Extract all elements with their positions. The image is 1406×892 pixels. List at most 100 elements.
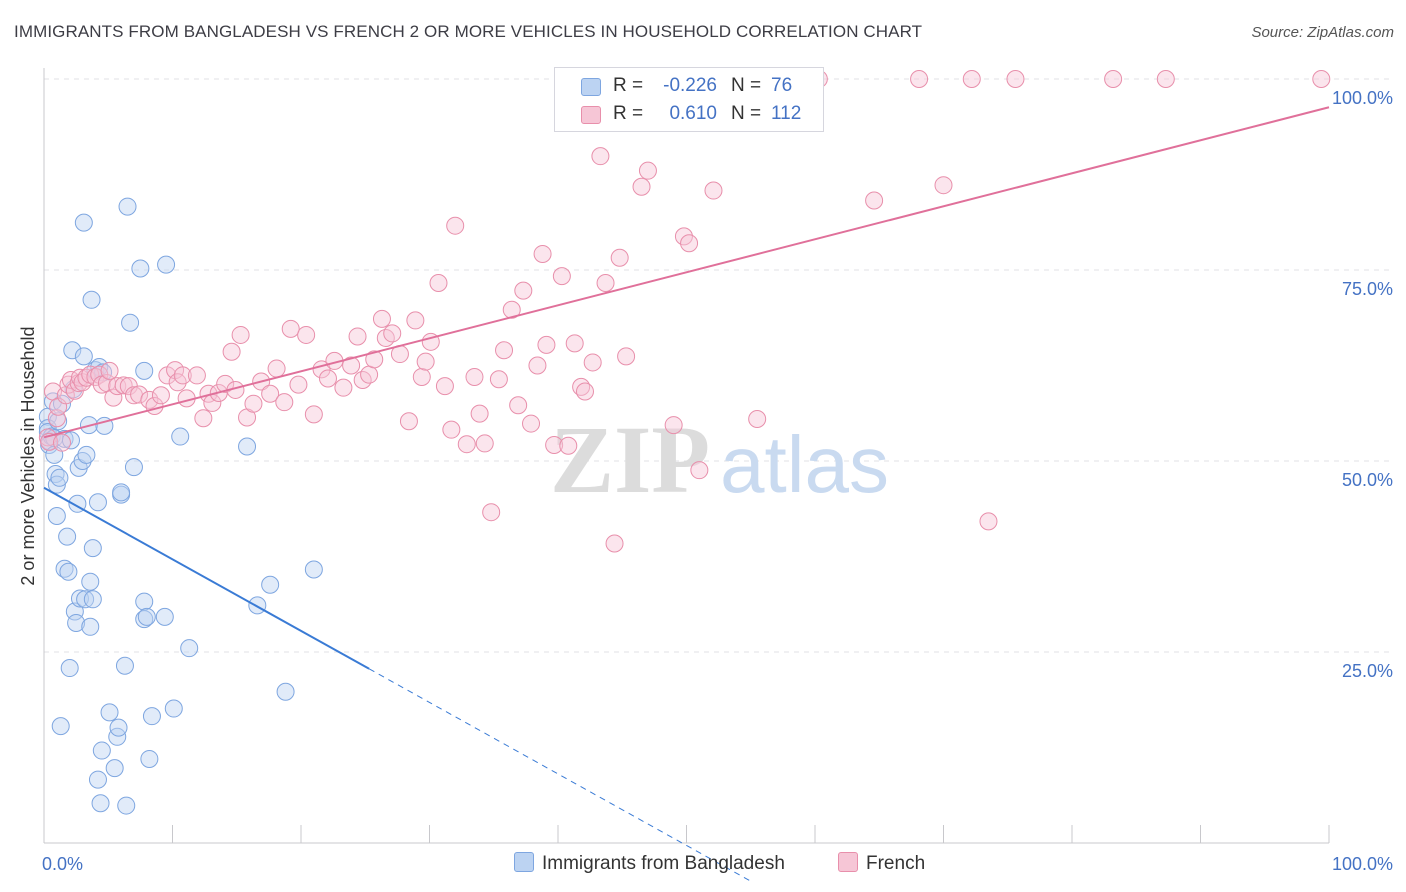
bottom-legend-bangladesh: Immigrants from Bangladesh	[514, 852, 785, 875]
point-bangladesh	[118, 197, 137, 216]
point-french	[376, 328, 395, 347]
point-french	[365, 350, 384, 369]
point-french	[533, 244, 552, 263]
legend-r-value: -0.226	[663, 75, 717, 96]
point-bangladesh	[135, 592, 154, 611]
legend-row-bangladesh: R = -0.226 N = 76	[555, 73, 823, 101]
legend-r-label: R =	[613, 75, 644, 96]
point-french	[475, 434, 494, 453]
point-french	[281, 319, 300, 338]
data-points	[38, 70, 1331, 815]
trend-line-bangladesh	[43, 486, 370, 670]
point-french	[605, 534, 624, 553]
point-bangladesh	[117, 796, 136, 815]
point-french	[267, 359, 286, 378]
point-french	[100, 361, 119, 380]
point-french	[104, 388, 123, 407]
point-french	[194, 409, 213, 428]
point-bangladesh	[155, 607, 174, 626]
point-french	[222, 342, 241, 361]
point-bangladesh	[81, 572, 100, 591]
point-bangladesh	[83, 590, 102, 609]
point-french	[435, 377, 454, 396]
point-bangladesh	[248, 596, 267, 615]
point-bangladesh	[76, 590, 95, 609]
point-french	[545, 435, 564, 454]
point-french	[151, 386, 170, 405]
point-french	[610, 248, 629, 267]
point-french	[297, 325, 316, 344]
point-bangladesh	[109, 718, 128, 737]
point-french	[962, 70, 981, 88]
point-bangladesh	[58, 527, 77, 546]
point-french	[1104, 70, 1123, 88]
point-french	[1006, 70, 1025, 88]
point-bangladesh	[108, 727, 127, 746]
point-french	[140, 390, 159, 409]
chart-source: Source: ZipAtlas.com	[1251, 24, 1394, 41]
point-french	[318, 369, 337, 388]
point-french	[596, 273, 615, 292]
point-bangladesh	[164, 699, 183, 718]
point-french	[979, 512, 998, 531]
point-bangladesh	[83, 539, 102, 558]
point-bangladesh	[171, 427, 190, 446]
point-french	[348, 327, 367, 346]
legend-swatch-bangladesh	[581, 78, 601, 96]
point-french	[342, 356, 361, 375]
point-french	[216, 374, 235, 393]
point-french	[748, 409, 767, 428]
point-french	[910, 70, 929, 88]
y-tick-label: 25.0%	[1342, 661, 1393, 681]
legend-n-value: 112	[771, 103, 802, 124]
axes	[43, 68, 1330, 844]
point-bangladesh	[142, 707, 161, 726]
point-french	[470, 404, 489, 423]
point-french	[406, 311, 425, 330]
point-french	[632, 177, 651, 196]
point-bangladesh	[60, 659, 79, 678]
point-french	[231, 325, 250, 344]
point-french	[638, 161, 657, 180]
point-bangladesh	[180, 639, 199, 658]
point-french	[429, 273, 448, 292]
point-french	[509, 396, 528, 415]
point-bangladesh	[105, 759, 124, 778]
legend-swatch-french	[581, 106, 601, 124]
point-french	[537, 335, 556, 354]
point-french	[680, 234, 699, 253]
point-french	[465, 367, 484, 386]
point-french	[446, 216, 465, 235]
point-french	[575, 382, 594, 401]
trend-lines	[43, 106, 1330, 882]
bottom-legend-french: French	[838, 852, 925, 875]
point-french	[690, 461, 709, 480]
tick-labels: 25.0% 50.0% 75.0% 100.0% 0.0% 100.0%	[42, 88, 1393, 874]
point-bangladesh	[59, 562, 78, 581]
watermark: ZIP atlas	[550, 406, 889, 513]
y-tick-label: 50.0%	[1342, 470, 1393, 490]
y-axis-label: 2 or more Vehicles in Household	[18, 326, 38, 585]
point-bangladesh	[135, 610, 154, 629]
point-bangladesh	[77, 445, 96, 464]
point-french	[304, 405, 323, 424]
point-french	[289, 375, 308, 394]
point-bangladesh	[121, 313, 140, 332]
point-french	[934, 176, 953, 195]
point-french	[865, 191, 884, 210]
legend-n-label: N =	[731, 103, 762, 124]
point-bangladesh	[131, 259, 150, 278]
point-french	[244, 394, 263, 413]
point-bangladesh	[63, 341, 82, 360]
point-french	[1156, 70, 1175, 88]
bottom-legend-swatch-bangladesh	[514, 852, 534, 872]
point-bangladesh	[261, 575, 280, 594]
point-french	[514, 281, 533, 300]
chart-title: IMMIGRANTS FROM BANGLADESH VS FRENCH 2 O…	[14, 22, 923, 41]
point-bangladesh	[67, 613, 86, 632]
point-french	[704, 181, 723, 200]
point-bangladesh	[74, 213, 93, 232]
point-bangladesh	[238, 437, 257, 456]
point-bangladesh	[49, 412, 68, 431]
